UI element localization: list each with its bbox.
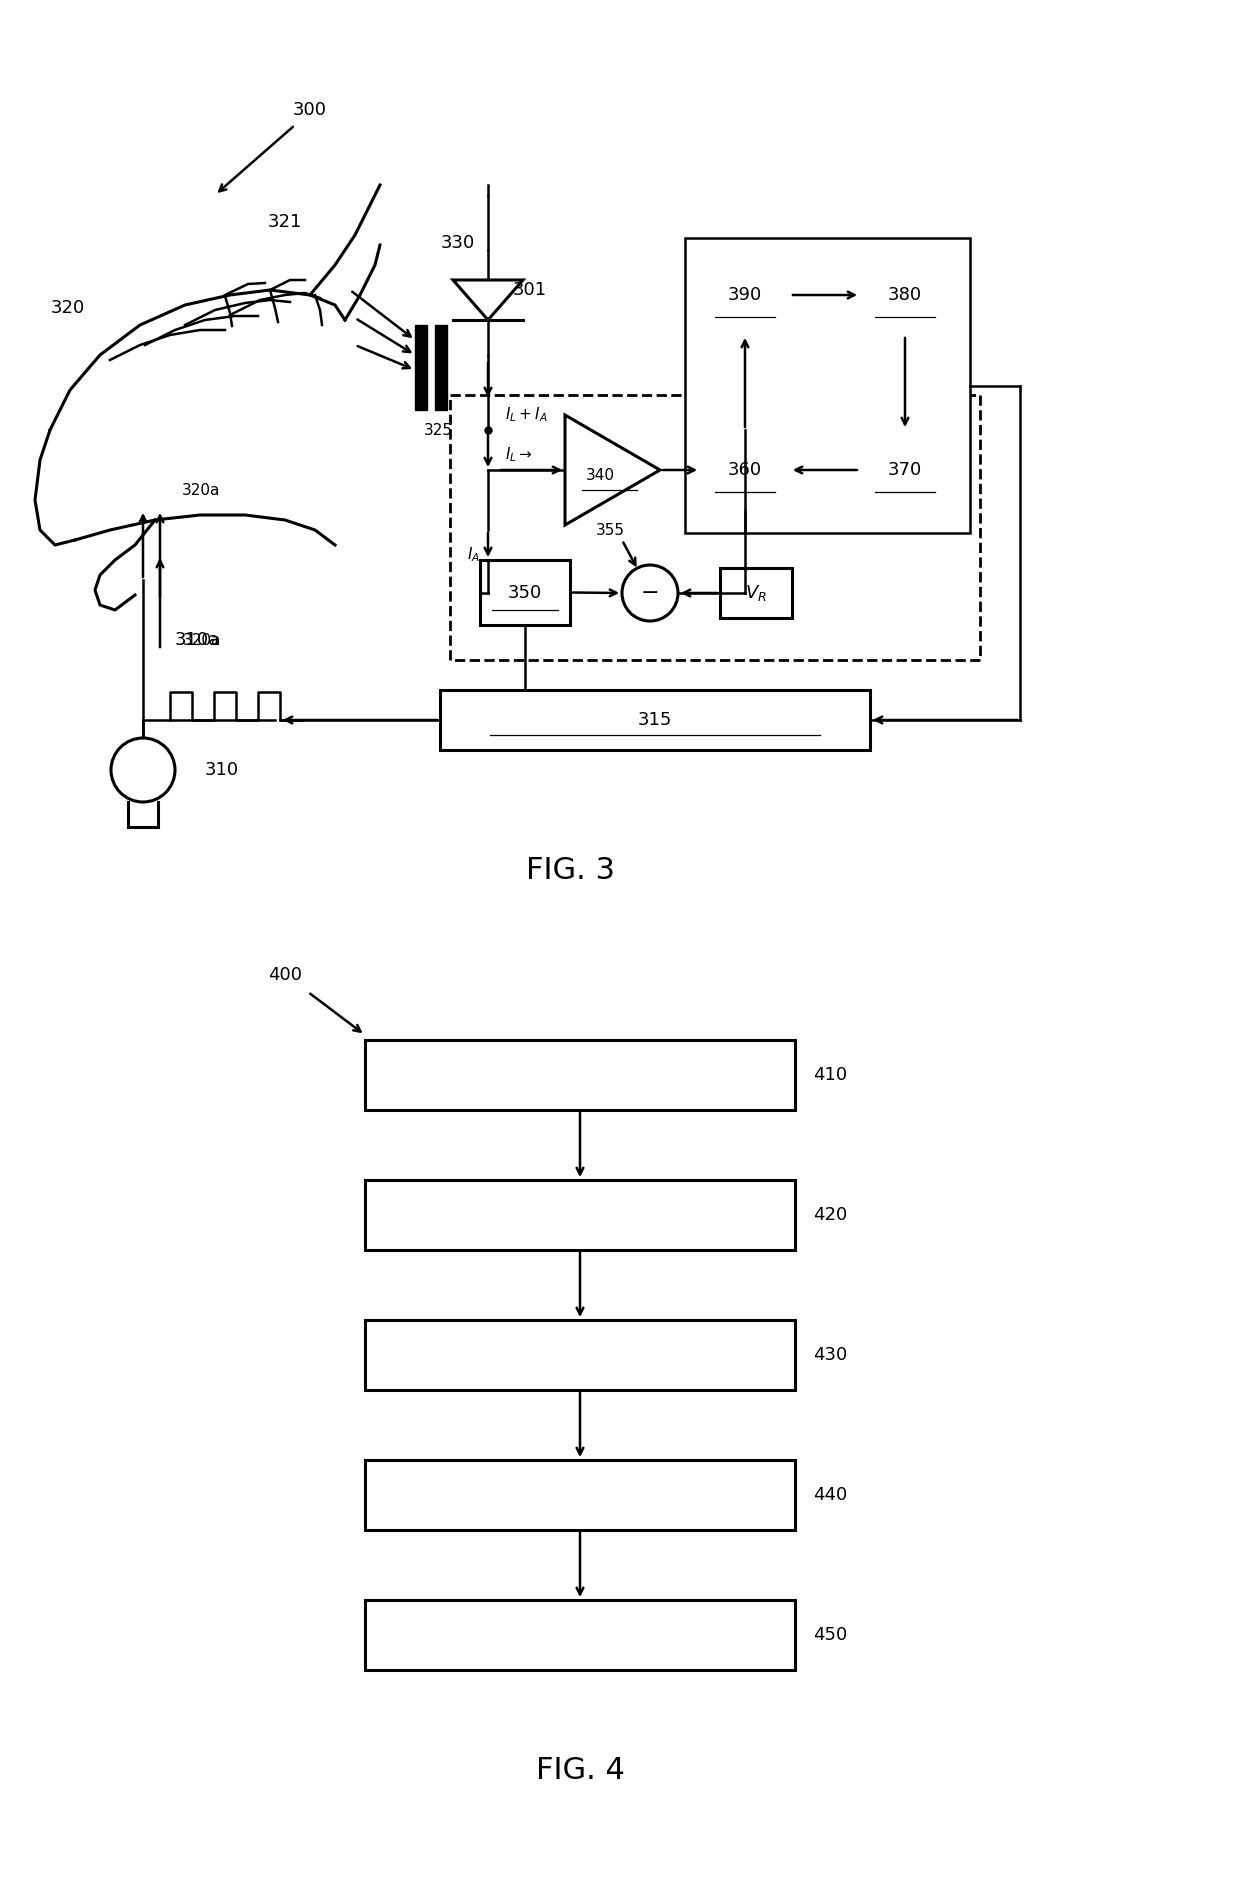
Text: −: −: [641, 582, 660, 603]
Text: 370: 370: [888, 462, 923, 479]
Bar: [415, 324, 427, 411]
Bar: [684, 238, 970, 533]
Bar: [365, 1461, 795, 1531]
Bar: [701, 430, 790, 511]
Text: $I_L\rightarrow$: $I_L\rightarrow$: [505, 445, 533, 464]
Polygon shape: [565, 415, 660, 526]
Text: 310a: 310a: [175, 631, 221, 648]
Text: 400: 400: [268, 965, 303, 984]
Text: 410: 410: [813, 1067, 847, 1084]
Text: 420: 420: [813, 1206, 847, 1223]
Text: 320a: 320a: [184, 633, 222, 648]
Bar: [720, 567, 792, 618]
Circle shape: [622, 566, 678, 620]
Text: FIG. 4: FIG. 4: [536, 1755, 625, 1785]
Text: 440: 440: [813, 1485, 847, 1504]
Text: 325: 325: [424, 422, 453, 437]
Text: 320a: 320a: [182, 483, 221, 498]
Bar: [480, 560, 570, 626]
Text: 330: 330: [441, 234, 475, 253]
Text: 301: 301: [513, 281, 547, 300]
Text: 450: 450: [813, 1627, 847, 1644]
Bar: [450, 396, 980, 660]
Bar: [861, 254, 950, 336]
Bar: [861, 430, 950, 511]
Bar: [365, 1041, 795, 1110]
Bar: [701, 254, 790, 336]
Text: 360: 360: [728, 462, 763, 479]
Text: 310: 310: [205, 762, 239, 779]
Bar: [435, 324, 446, 411]
Text: 350: 350: [508, 584, 542, 601]
Text: 340: 340: [585, 467, 615, 483]
Bar: [365, 1320, 795, 1389]
Bar: [365, 1180, 795, 1250]
Bar: [365, 1600, 795, 1670]
Text: $V_R$: $V_R$: [745, 582, 768, 603]
Polygon shape: [453, 281, 523, 320]
Text: 380: 380: [888, 287, 923, 303]
Text: 355: 355: [595, 522, 625, 537]
Text: 390: 390: [728, 287, 763, 303]
Text: 321: 321: [268, 213, 303, 232]
Text: 430: 430: [813, 1346, 847, 1365]
Text: FIG. 3: FIG. 3: [526, 856, 615, 884]
Text: $I_L+I_A$: $I_L+I_A$: [505, 405, 548, 424]
Bar: [440, 690, 870, 750]
Text: 320: 320: [51, 300, 86, 317]
Text: $I_A$: $I_A$: [467, 545, 481, 564]
Circle shape: [112, 739, 175, 801]
Text: 300: 300: [293, 102, 327, 119]
Text: 315: 315: [637, 711, 672, 729]
